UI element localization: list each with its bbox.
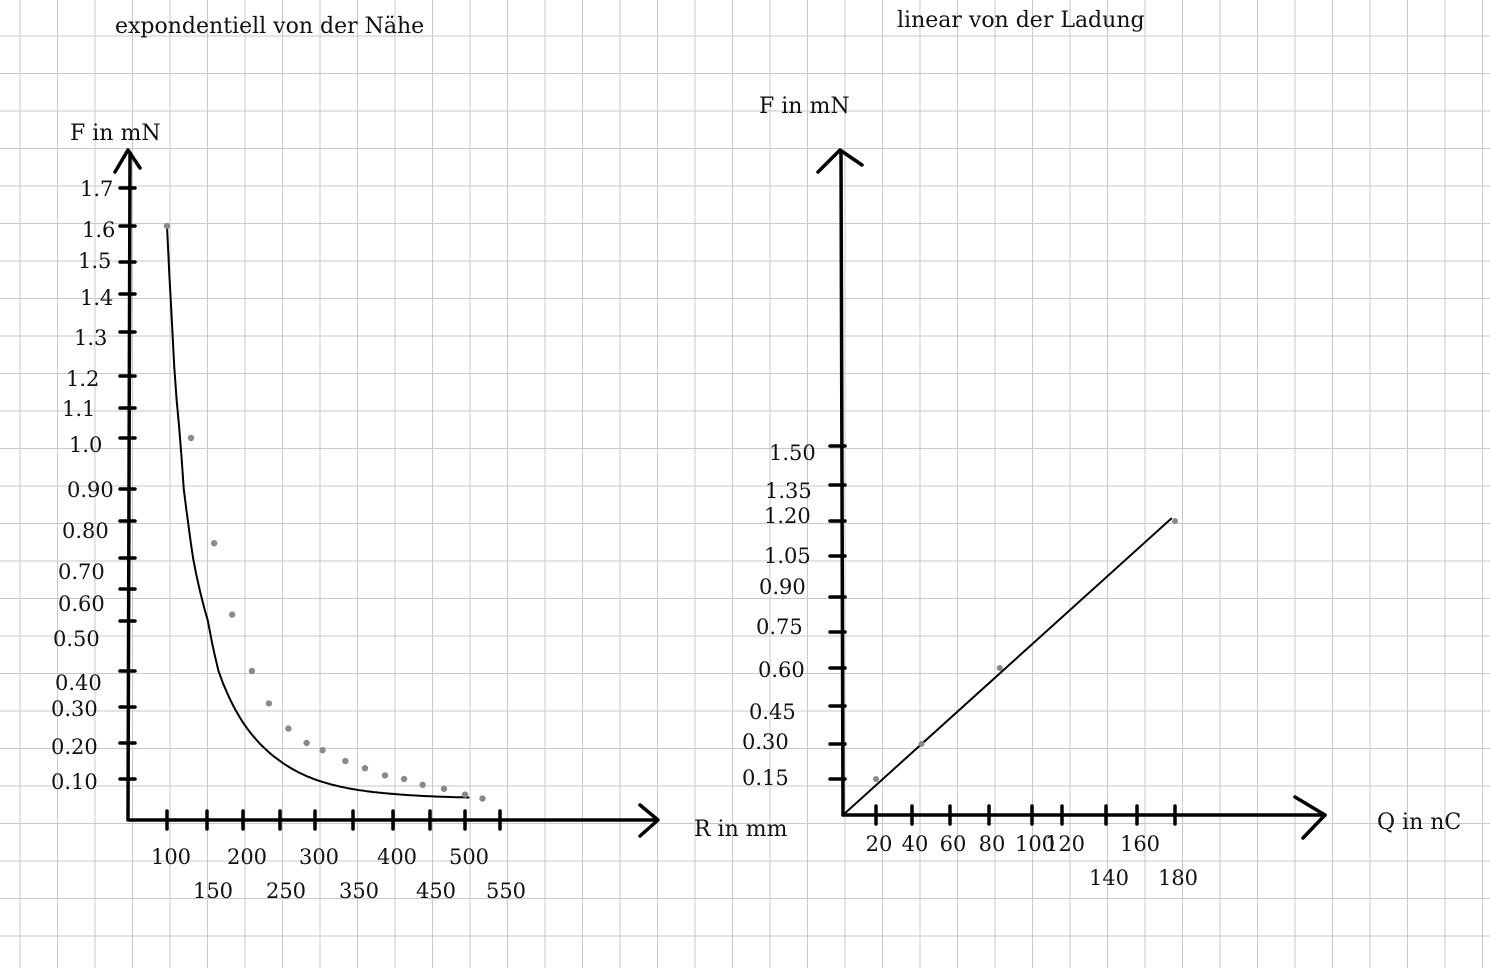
x-axis-arrowhead — [1293, 795, 1327, 840]
axes — [113, 148, 660, 838]
x-tick-label: 80 — [979, 832, 1006, 856]
y-tick-label: 1.05 — [764, 544, 811, 568]
x-tick-label: 550 — [486, 879, 526, 903]
data-point — [319, 747, 326, 754]
y-tick-label: 0.60 — [758, 658, 805, 682]
y-tick-label: 0.20 — [51, 735, 98, 759]
y-tick-label: 1.7 — [80, 177, 113, 201]
x-tick-label: 100 — [1015, 832, 1055, 856]
x-tick-label: 450 — [416, 879, 456, 903]
data-point — [381, 772, 389, 779]
y-axis-label: F in mN — [70, 121, 161, 146]
y-tick-label: 0.30 — [51, 697, 98, 721]
y-tick-label: 0.90 — [759, 575, 806, 599]
y-tick-label: 0.75 — [756, 615, 803, 639]
y-tick-label: 0.80 — [62, 519, 109, 543]
axes — [816, 148, 1327, 840]
data-point — [400, 775, 408, 783]
chart-force-vs-charge: linear von der Ladung F in mN Q in nC 1.… — [742, 8, 1461, 890]
fit-curve — [166, 225, 470, 799]
x-axis-label: Q in nC — [1377, 810, 1461, 835]
data-point — [419, 781, 426, 789]
data-point — [303, 739, 310, 747]
y-tick-label: 1.3 — [74, 326, 107, 350]
fit-line — [842, 517, 1173, 816]
y-tick-label: 0.15 — [742, 766, 789, 790]
data-point — [285, 725, 292, 732]
data-point — [440, 785, 448, 792]
chart-title: expondentiell von der Nähe — [115, 14, 424, 39]
x-tick-label: 180 — [1158, 866, 1198, 890]
data-point — [342, 757, 349, 765]
chart-force-vs-distance: expondentiell von der Nähe F in mN R in … — [51, 14, 788, 903]
y-tick-label: 1.2 — [66, 367, 99, 391]
y-tick-label: 1.35 — [765, 479, 812, 503]
y-ticks: 1.50 1.351.20 1.05 0.90 0.75 0.60 0.45 0.30 0.15 — [742, 441, 847, 790]
x-tick-label: 40 — [902, 832, 929, 856]
x-tick-label: 350 — [339, 879, 379, 903]
data-point — [461, 791, 469, 798]
x-tick-label: 60 — [940, 832, 967, 856]
x-tick-label: 500 — [449, 845, 489, 869]
y-tick-label: 1.5 — [78, 249, 111, 273]
y-tick-label: 1.20 — [764, 504, 811, 528]
data-point — [873, 776, 879, 782]
y-ticks: 1.7 1.6 1.5 1.4 1.3 1.2 1.1 1.0 0.90 0.80 0.70 0.60… — [51, 177, 137, 794]
data-point — [163, 222, 171, 230]
y-tick-label: 1.6 — [82, 218, 115, 242]
x-tick-label: 120 — [1045, 832, 1085, 856]
x-tick-label: 300 — [299, 845, 339, 869]
data-point — [918, 741, 925, 747]
y-tick-label: 0.50 — [53, 627, 100, 651]
data-point — [1172, 518, 1178, 524]
data-point — [229, 611, 236, 618]
data-point — [361, 765, 369, 772]
y-tick-label: 0.10 — [51, 770, 98, 794]
y-tick-label: 1.4 — [80, 286, 113, 310]
x-axis-label: R in mm — [694, 817, 788, 842]
trend-line — [842, 517, 1173, 816]
trend-curve — [166, 225, 470, 799]
chart-title: linear von der Ladung — [897, 8, 1145, 33]
y-axis-label: F in mN — [759, 94, 850, 119]
x-tick-label: 160 — [1120, 832, 1160, 856]
data-points — [163, 222, 486, 802]
y-tick-label: 0.70 — [58, 560, 105, 584]
x-tick-label: 200 — [227, 845, 267, 869]
data-point — [996, 665, 1003, 671]
y-axis-arrowhead — [816, 148, 864, 174]
x-tick-label: 250 — [266, 879, 306, 903]
y-tick-label: 0.40 — [55, 671, 102, 695]
y-tick-label: 0.90 — [67, 478, 114, 502]
data-points — [873, 518, 1178, 782]
y-axis-arrowhead — [113, 148, 142, 174]
data-point — [248, 667, 256, 675]
y-tick-label: 1.0 — [69, 433, 102, 457]
data-point — [187, 434, 195, 442]
y-tick-label: 0.60 — [58, 592, 105, 616]
x-tick-label: 140 — [1089, 866, 1129, 890]
data-point — [265, 700, 273, 707]
x-tick-label: 150 — [193, 879, 233, 903]
data-point — [211, 540, 218, 547]
x-axis-arrowhead — [638, 803, 660, 838]
x-tick-label: 100 — [151, 845, 191, 869]
data-point — [479, 795, 486, 802]
y-tick-label: 0.30 — [742, 730, 789, 754]
y-tick-label: 0.45 — [749, 700, 796, 724]
y-tick-label: 1.50 — [769, 441, 816, 465]
x-tick-label: 400 — [377, 845, 417, 869]
x-tick-label: 20 — [866, 832, 893, 856]
y-tick-label: 1.1 — [62, 397, 95, 421]
